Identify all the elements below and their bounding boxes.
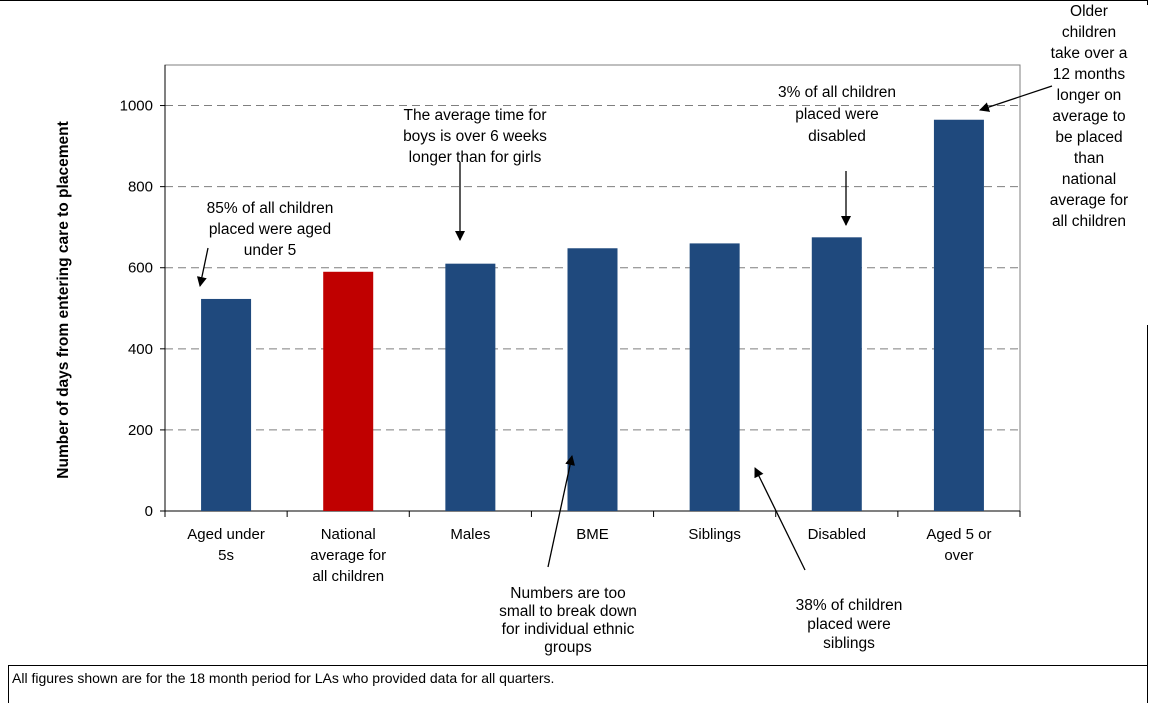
- annotation-text: 38% of children: [796, 597, 903, 614]
- y-axis-label: Number of days from entering care to pla…: [55, 121, 72, 478]
- annotation-text: 12 months: [1053, 66, 1126, 83]
- x-tick-label: Males: [450, 526, 490, 543]
- annotation-arrow: [547, 455, 575, 568]
- x-tick-label: BME: [576, 526, 609, 543]
- annotation-text: placed were: [795, 106, 879, 123]
- y-tick-label: 600: [128, 260, 153, 277]
- bar: [689, 243, 740, 511]
- annotation-text: than: [1074, 150, 1104, 167]
- annotation-text: national: [1062, 171, 1116, 188]
- bars: [201, 119, 984, 512]
- y-tick-label: 0: [145, 503, 153, 520]
- annotation-arrows: [196, 85, 1053, 571]
- y-tick-label: 400: [128, 341, 153, 358]
- annotation-text: take over a: [1051, 45, 1128, 62]
- annotation-text: small to break down: [499, 603, 637, 620]
- bar-chart: 0 200 400 600 800 1000 Aged under 5s National av…: [55, 3, 1149, 656]
- y-tick-label: 1000: [120, 98, 153, 115]
- annotation-text: average to: [1052, 108, 1125, 125]
- y-tick-labels: 0 200 400 600 800 1000: [120, 98, 153, 520]
- annotations: 85% of all children placed were aged under…: [207, 3, 1129, 656]
- annotation-text: siblings: [823, 635, 875, 652]
- annotation-text: Numbers are too: [510, 585, 625, 602]
- annotation-arrow: [754, 467, 806, 571]
- x-tick-label: Disabled: [808, 526, 866, 543]
- annotation-backing: [745, 75, 925, 150]
- annotation-text: placed were: [807, 616, 891, 633]
- annotation-backing: [1022, 5, 1149, 325]
- annotation-text: 85% of all children: [207, 200, 334, 217]
- y-tick-label: 200: [128, 422, 153, 439]
- annotation-text: all children: [1052, 213, 1126, 230]
- annotation-text: boys is over 6 weeks: [403, 128, 547, 145]
- bar: [933, 119, 984, 512]
- x-tick-label: Aged under: [187, 526, 265, 543]
- annotation-text: The average time for: [403, 107, 546, 124]
- annotation-text: 3% of all children: [778, 84, 896, 101]
- annotation-text: be placed: [1055, 129, 1122, 146]
- annotation-text: longer on: [1057, 87, 1122, 104]
- x-tick-label: all children: [312, 568, 384, 585]
- annotation-text: longer than for girls: [409, 149, 542, 166]
- x-tick-labels: Aged under 5s National average for all child…: [187, 526, 991, 585]
- x-tick-label: Aged 5 or: [926, 526, 991, 543]
- annotation-backing: [355, 95, 595, 167]
- annotation-arrow: [196, 247, 209, 287]
- bar: [567, 248, 618, 512]
- annotation-text: groups: [544, 639, 592, 656]
- annotation-text: for individual ethnic: [502, 621, 635, 638]
- annotation-text: under 5: [244, 242, 297, 259]
- x-tick-label: over: [944, 547, 973, 564]
- x-tick-label: Siblings: [688, 526, 741, 543]
- annotation-text: average for: [1050, 192, 1128, 209]
- x-tick-label: 5s: [218, 547, 234, 564]
- bar: [201, 298, 252, 511]
- annotation-text: Older: [1070, 3, 1108, 20]
- annotation-text: children: [1062, 24, 1116, 41]
- bar: [811, 237, 862, 511]
- x-tick-label: National: [321, 526, 376, 543]
- annotation-text: placed were aged: [209, 221, 331, 238]
- annotation-text: disabled: [808, 128, 866, 145]
- annotation-arrow: [979, 85, 1053, 112]
- gridlines: [165, 5, 1149, 431]
- footnote: All figures shown are for the 18 month p…: [8, 665, 1148, 703]
- bar: [445, 263, 496, 511]
- y-tick-label: 800: [128, 179, 153, 196]
- bar: [323, 271, 374, 511]
- x-tick-label: average for: [310, 547, 386, 564]
